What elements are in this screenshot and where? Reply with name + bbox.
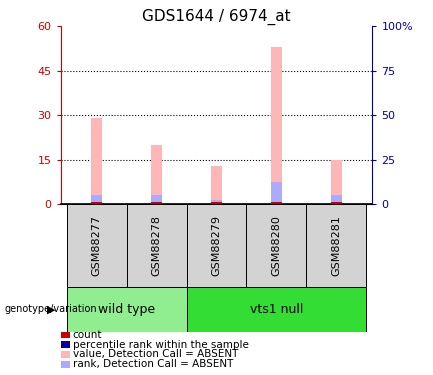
Text: GSM88279: GSM88279 xyxy=(211,215,222,276)
Text: genotype/variation: genotype/variation xyxy=(4,304,97,314)
Bar xyxy=(151,195,162,204)
Bar xyxy=(271,202,282,204)
Bar xyxy=(211,202,222,204)
Text: GSM88280: GSM88280 xyxy=(271,215,281,276)
Text: rank, Detection Call = ABSENT: rank, Detection Call = ABSENT xyxy=(73,359,233,369)
Text: count: count xyxy=(73,330,102,340)
Bar xyxy=(331,160,342,204)
Bar xyxy=(67,204,126,287)
Text: percentile rank within the sample: percentile rank within the sample xyxy=(73,340,249,350)
Text: wild type: wild type xyxy=(98,303,155,316)
Bar xyxy=(271,47,282,204)
Text: GSM88277: GSM88277 xyxy=(92,215,102,276)
Bar xyxy=(91,202,102,204)
Bar xyxy=(307,204,366,287)
Bar xyxy=(211,200,222,204)
Bar xyxy=(331,195,342,204)
Bar xyxy=(187,287,366,332)
Bar xyxy=(246,204,307,287)
Bar xyxy=(151,145,162,204)
Bar xyxy=(151,202,162,204)
Bar xyxy=(187,204,246,287)
Text: GSM88281: GSM88281 xyxy=(331,215,341,276)
Text: vts1 null: vts1 null xyxy=(250,303,303,316)
Bar xyxy=(211,166,222,204)
Bar xyxy=(91,195,102,204)
Bar xyxy=(271,182,282,204)
Bar xyxy=(331,202,342,204)
Text: ▶: ▶ xyxy=(47,304,55,314)
Bar xyxy=(67,287,187,332)
Text: GSM88278: GSM88278 xyxy=(152,215,162,276)
Title: GDS1644 / 6974_at: GDS1644 / 6974_at xyxy=(142,9,291,25)
Bar xyxy=(91,118,102,204)
Bar xyxy=(126,204,187,287)
Text: value, Detection Call = ABSENT: value, Detection Call = ABSENT xyxy=(73,350,238,359)
